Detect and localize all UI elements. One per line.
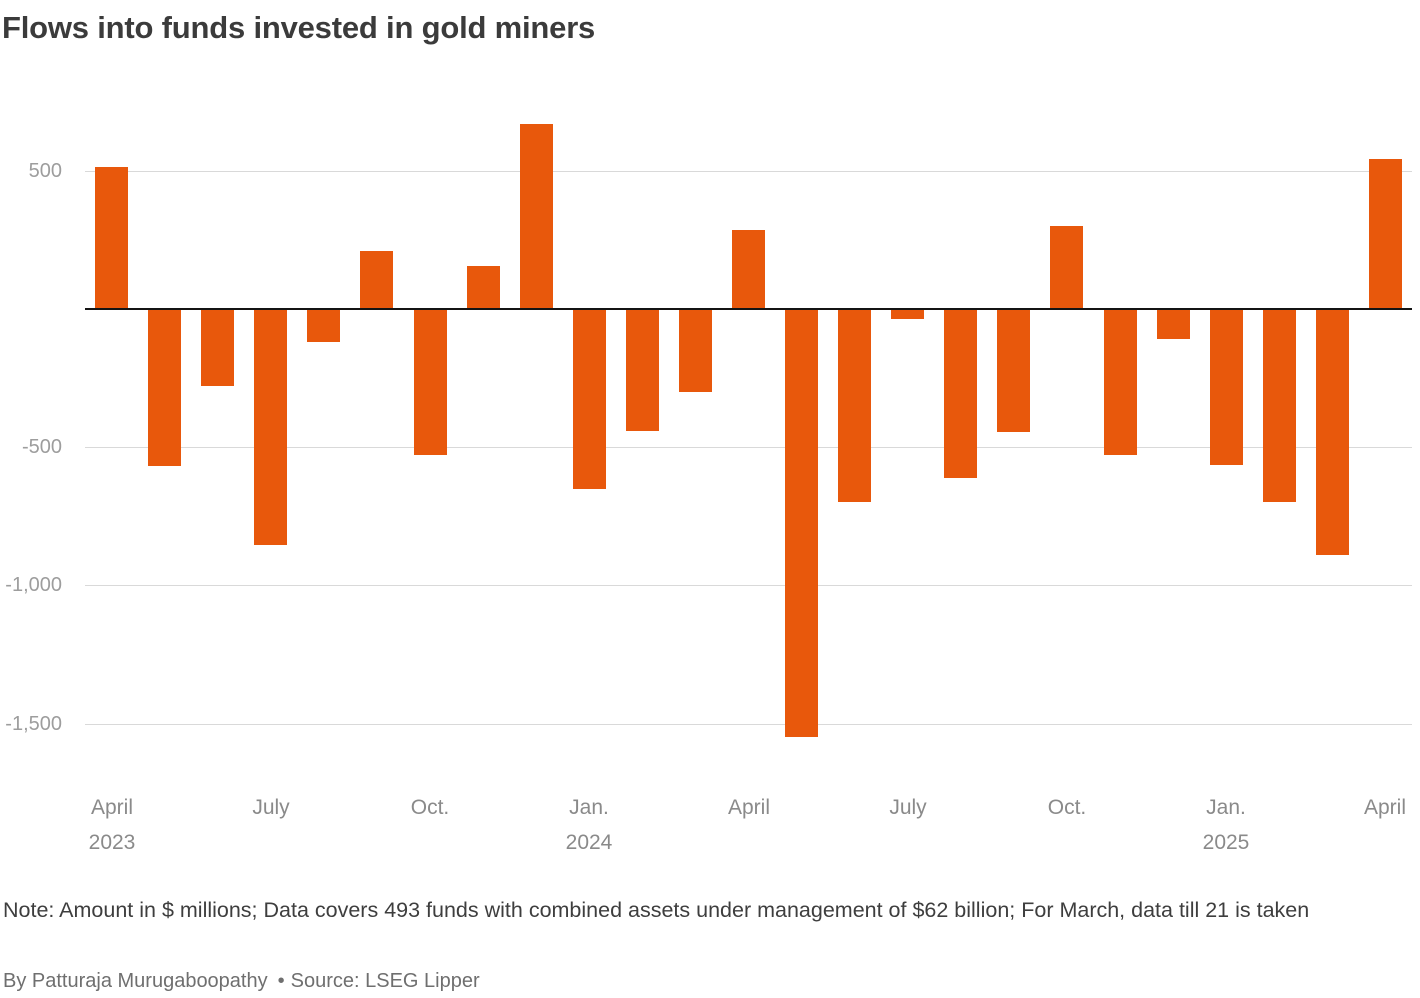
y-tick-label: -1,000 — [5, 574, 62, 596]
bar — [254, 309, 287, 545]
x-tick-month: April — [90, 796, 133, 819]
gridline--1500 — [85, 724, 1412, 725]
y-tick-label: -500 — [21, 436, 62, 458]
x-tick-month: Oct. — [410, 796, 450, 819]
page-title: Flows into funds invested in gold miners — [2, 10, 596, 45]
x-axis-line — [85, 308, 1412, 310]
x-tick-label: Jan. 2025 — [1203, 790, 1250, 860]
x-tick-label: April — [1364, 790, 1406, 825]
x-tick-label: Jan. 2024 — [566, 790, 613, 860]
byline-row: By Patturaja Murugaboopathy • Source: LSEG… — [3, 970, 1411, 993]
x-tick-month: July — [889, 796, 927, 819]
x-tick-month: April — [1363, 796, 1407, 819]
bar — [573, 309, 606, 489]
y-tick-label: -1,500 — [5, 713, 62, 735]
bar — [838, 309, 871, 502]
byline: By Patturaja Murugaboopathy — [3, 970, 268, 992]
bar — [997, 309, 1030, 432]
x-tick-month: Jan. — [569, 796, 609, 819]
bar — [360, 251, 393, 309]
bar — [626, 309, 659, 431]
bar — [95, 167, 128, 309]
x-tick-label: April 2023 — [89, 790, 136, 860]
bar — [1316, 309, 1349, 555]
chart-note: Note: Amount in $ millions; Data covers … — [3, 898, 1310, 922]
gridline--1000 — [85, 585, 1412, 586]
bar — [891, 309, 924, 319]
bar — [785, 309, 818, 737]
gridline-500 — [85, 171, 1412, 172]
bar — [201, 309, 234, 386]
bar — [1210, 309, 1243, 465]
x-tick-year: 2025 — [1202, 831, 1250, 854]
bar — [1104, 309, 1137, 455]
source-separator: • — [277, 970, 285, 992]
x-tick-label: Oct. — [411, 790, 450, 825]
bar — [1050, 226, 1083, 309]
bar — [1263, 309, 1296, 502]
x-tick-month: April — [727, 796, 771, 819]
y-tick-label: 500 — [28, 160, 62, 182]
x-tick-month: Oct. — [1047, 796, 1087, 819]
bar — [944, 309, 977, 478]
x-tick-label: April — [728, 790, 770, 825]
x-tick-label: July — [252, 790, 289, 825]
x-tick-month: July — [252, 796, 290, 819]
bar-chart: 500 -500 -1,000 -1,500 April 2023 July Oct. Jan.… — [5, 124, 1412, 860]
x-tick-label: Oct. — [1048, 790, 1087, 825]
bar — [307, 309, 340, 342]
x-tick-year: 2024 — [565, 831, 613, 854]
bar — [1157, 309, 1190, 339]
bar — [1369, 159, 1402, 310]
bar — [148, 309, 181, 466]
bar — [732, 230, 765, 309]
bar — [467, 266, 500, 309]
gridline--500 — [85, 447, 1412, 448]
x-tick-month: Jan. — [1206, 796, 1246, 819]
bar — [520, 124, 553, 309]
x-tick-year: 2023 — [88, 831, 136, 854]
source: Source: LSEG Lipper — [290, 970, 480, 992]
x-tick-label: July — [889, 790, 926, 825]
bar — [414, 309, 447, 455]
bar — [679, 309, 712, 392]
